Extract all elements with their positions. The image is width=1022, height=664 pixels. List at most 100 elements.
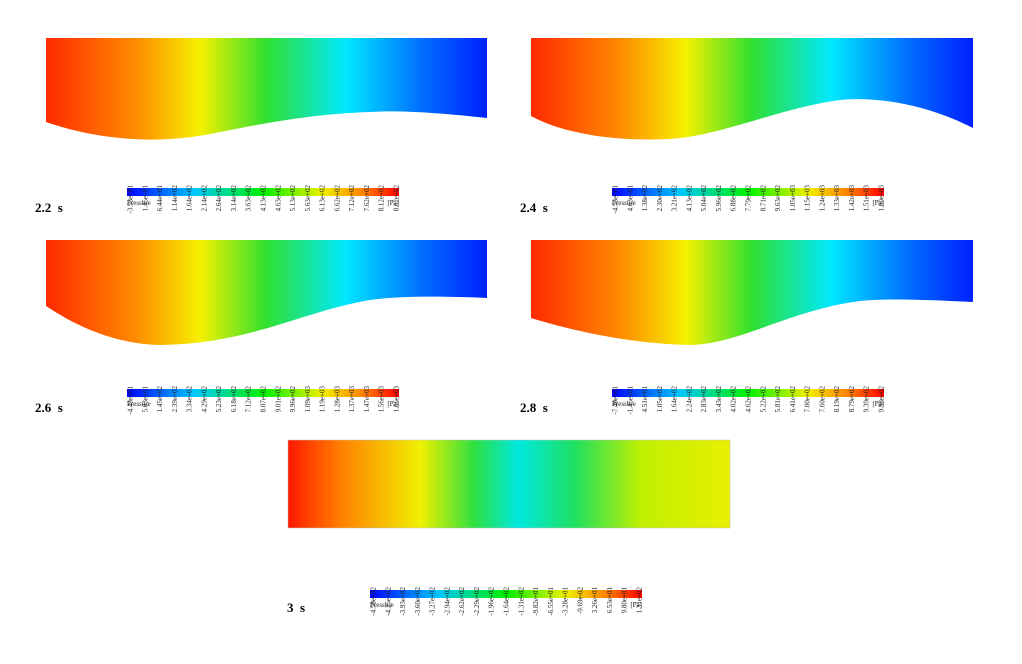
tick-label: 3.26e+01	[591, 587, 599, 614]
tick-label: 2.39e+02	[171, 386, 179, 413]
tick-label: 1.24e+03	[818, 185, 826, 212]
tick-label: -4.43e+01	[127, 386, 135, 415]
tick-label: -3.28e+01	[562, 587, 570, 616]
tick-label: 6.88e+02	[730, 185, 738, 212]
legend-title: Pressure	[612, 199, 636, 207]
tick-label: 9.01e+02	[274, 386, 282, 413]
tick-label: 8.19e+02	[833, 386, 841, 413]
tick-label: 1.15e+03	[804, 185, 812, 212]
tick-label: 2.64e+02	[215, 185, 223, 212]
tick-label: 7.79e+02	[745, 185, 753, 212]
contour	[46, 38, 487, 140]
tick-label: 5.81e+02	[774, 386, 782, 413]
tick-label: -1.64e+02	[503, 587, 511, 616]
legend-title: Pressure	[127, 400, 151, 408]
tick-label: 1.05e+02	[656, 386, 664, 413]
tick-label: -6.55e+01	[547, 587, 555, 616]
tick-label: 5.03e+01	[141, 386, 149, 413]
tick-label: -7.40e+01	[612, 386, 620, 415]
colorbar	[127, 389, 399, 397]
tick-label: 6.53e+01	[606, 587, 614, 614]
tick-label: 4.02e+02	[730, 386, 738, 413]
tick-label: -4.58e+02	[370, 587, 378, 616]
tick-label: 1.37e+03	[348, 386, 356, 413]
tick-label: -9.82e+01	[532, 587, 540, 616]
tick-label: 1.64e+02	[186, 185, 194, 212]
tick-label: -4.25e+02	[384, 587, 392, 616]
tick-label: 1.45e+02	[156, 386, 164, 413]
legend-unit: [Pa]	[872, 400, 884, 408]
tick-label: 2.14e+02	[200, 185, 208, 212]
tick-label: 6.18e+02	[230, 386, 238, 413]
contour	[531, 240, 973, 345]
tick-label: 1.33e+03	[833, 185, 841, 212]
tick-label: -3.27e+02	[429, 587, 437, 616]
time-label: 2.2 s	[35, 200, 63, 215]
tick-label: 9.39e+02	[863, 386, 871, 413]
tick-label: 2.30e+02	[656, 185, 664, 212]
legend-unit: [Pa]	[387, 199, 399, 207]
tick-label: 1.14e+02	[171, 185, 179, 212]
tick-label: -2.94e+02	[443, 587, 451, 616]
tick-label: 7.00e+02	[804, 386, 812, 413]
tick-label: -2.29e+02	[473, 587, 481, 616]
tick-label: -3.53e+01	[127, 185, 135, 214]
tick-label: 5.04e+02	[700, 185, 708, 212]
time-label: 2.8 s	[520, 400, 548, 415]
tick-label: 7.12e+02	[348, 185, 356, 212]
tick-label: -9.69e-02	[576, 587, 584, 615]
tick-label: 1.28e+03	[333, 386, 341, 413]
tick-label: 4.13e+02	[685, 185, 693, 212]
tick-label: 2.83e+02	[700, 386, 708, 413]
tick-label: 1.66e+03	[393, 386, 401, 413]
tick-label: 1.31e+02	[636, 587, 644, 614]
tick-label: 5.96e+02	[715, 185, 723, 212]
tick-label: 1.19e+03	[319, 386, 327, 413]
tick-label: 6.13e+02	[319, 185, 327, 212]
legend-title: Pressure	[370, 601, 394, 609]
tick-label: 9.96e+02	[289, 386, 297, 413]
tick-label: 6.44e+01	[156, 185, 164, 212]
tick-label: 1.56e+03	[378, 386, 386, 413]
cover	[430, 528, 590, 569]
tick-label: 7.60e+02	[818, 386, 826, 413]
tick-label: 1.05e+03	[789, 185, 797, 212]
contour	[46, 240, 487, 345]
tick-label: 2.24e+02	[685, 386, 693, 413]
tick-label: -1.31e+02	[517, 587, 525, 616]
legend-unit: [Pa]	[630, 601, 642, 609]
tick-label: 8.71e+02	[759, 185, 767, 212]
tick-label: 3.14e+02	[230, 185, 238, 212]
tick-label: -2.62e+02	[458, 587, 466, 616]
tick-label: 4.51e+01	[641, 386, 649, 413]
tick-label: 5.23e+02	[215, 386, 223, 413]
tick-label: -3.93e+02	[399, 587, 407, 616]
tick-label: 4.29e+02	[200, 386, 208, 413]
tick-label: 4.62e+02	[745, 386, 753, 413]
legend-unit: [Pa]	[387, 400, 399, 408]
colorbar	[370, 590, 642, 598]
tick-label: 8.12e+02	[378, 185, 386, 212]
tick-label: -1.45e+01	[626, 386, 634, 415]
tick-label: 5.13e+02	[289, 185, 297, 212]
tick-label: 6.41e+02	[789, 386, 797, 413]
tick-label: 1.42e+03	[848, 185, 856, 212]
tick-label: 9.80e+01	[621, 587, 629, 614]
tick-label: 9.98e+02	[878, 386, 886, 413]
tick-label: 3.63e+02	[245, 185, 253, 212]
legend-unit: [Pa]	[872, 199, 884, 207]
tick-label: 8.07e+02	[260, 386, 268, 413]
tick-label: 1.38e+02	[641, 185, 649, 212]
tick-label: 3.43e+02	[715, 386, 723, 413]
tick-label: -4.53e+01	[612, 185, 620, 214]
colorbar	[612, 188, 884, 196]
tick-label: 9.63e+02	[774, 185, 782, 212]
tick-label: -1.96e+02	[488, 587, 496, 616]
time-label: 2.6 s	[35, 400, 63, 415]
colorbar	[612, 389, 884, 397]
legend-title: Pressure	[127, 199, 151, 207]
time-label: 3 s	[287, 600, 305, 615]
tick-label: 4.63e+01	[626, 185, 634, 212]
tick-label: 1.47e+03	[363, 386, 371, 413]
tick-label: 6.62e+02	[333, 185, 341, 212]
